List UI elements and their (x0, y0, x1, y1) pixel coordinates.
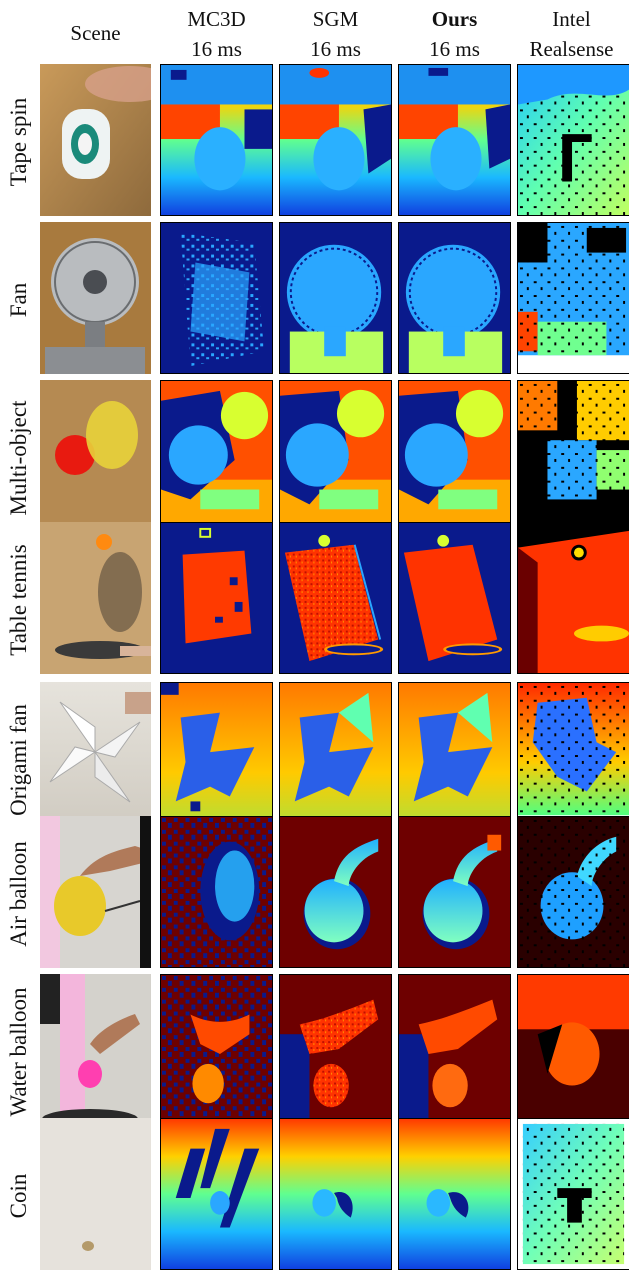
mc3d-depth (160, 682, 273, 834)
ours-depth (398, 522, 511, 674)
row-label-text: Multi-object (6, 400, 31, 516)
sgm-depth (279, 682, 392, 834)
intel-depth (517, 522, 629, 674)
row-label-text: Table tennis (6, 544, 31, 656)
intel-depth (517, 682, 629, 834)
row-coin: Coin (0, 1118, 629, 1278)
col-head-sgm-time: 16 ms (310, 37, 361, 61)
col-head-ours-time: 16 ms (429, 37, 480, 61)
mc3d-depth (160, 974, 273, 1126)
intel-depth (517, 1118, 629, 1270)
mc3d-depth (160, 522, 273, 674)
sgm-depth (279, 222, 392, 374)
scene-image (40, 1118, 151, 1270)
sgm-depth (279, 380, 392, 532)
mc3d-depth (160, 1118, 273, 1270)
col-head-ours-label: Ours (431, 7, 478, 31)
row-label: Tape spin (0, 64, 38, 220)
row-label: Origami fan (0, 682, 38, 838)
ours-depth (398, 974, 511, 1126)
intel-depth (517, 64, 629, 216)
row-air-balloon: Air balloon (0, 816, 629, 976)
row-tape-spin: Tape spin (0, 64, 629, 224)
row-label: Water balloon (0, 974, 38, 1130)
col-head-mc3d: MC3D 16 ms (160, 4, 273, 64)
intel-depth (517, 380, 629, 532)
sgm-depth (279, 974, 392, 1126)
intel-depth (517, 222, 629, 374)
row-water-balloon: Water balloon (0, 974, 629, 1134)
row-label-text: Coin (6, 1173, 31, 1219)
scene-image (40, 222, 151, 374)
intel-depth (517, 974, 629, 1126)
mc3d-depth (160, 64, 273, 216)
scene-image (40, 682, 151, 834)
col-head-sgm-label: SGM (312, 7, 359, 31)
row-origami-fan: Origami fan (0, 682, 629, 842)
sgm-depth (279, 816, 392, 968)
mc3d-depth (160, 816, 273, 968)
scene-image (40, 64, 151, 216)
col-head-scene: Scene (40, 18, 151, 48)
col-head-sgm: SGM 16 ms (279, 4, 392, 64)
row-fan: Fan (0, 222, 629, 382)
figure-header: Scene MC3D 16 ms SGM 16 ms Ours 16 ms In… (0, 0, 629, 66)
row-label: Air balloon (0, 816, 38, 972)
sgm-depth (279, 522, 392, 674)
sgm-depth (279, 64, 392, 216)
row-label: Table tennis (0, 522, 38, 678)
ours-depth (398, 816, 511, 968)
col-head-ours: Ours 16 ms (398, 4, 511, 64)
scene-image (40, 816, 151, 968)
row-label: Multi-object (0, 380, 38, 536)
col-head-mc3d-time: 16 ms (191, 37, 242, 61)
ours-depth (398, 64, 511, 216)
row-label-text: Tape spin (6, 97, 31, 187)
scene-image (40, 974, 151, 1126)
ours-depth (398, 380, 511, 532)
ours-depth (398, 222, 511, 374)
col-head-intel-line1: Intel (552, 7, 591, 31)
row-label: Coin (0, 1118, 38, 1274)
col-head-scene-label: Scene (70, 21, 121, 45)
mc3d-depth (160, 380, 273, 532)
mc3d-depth (160, 222, 273, 374)
row-label: Fan (0, 222, 38, 378)
sgm-depth (279, 1118, 392, 1270)
row-label-text: Fan (6, 282, 31, 318)
row-table-tennis: Table tennis (0, 522, 629, 682)
row-multi-object: Multi-object (0, 380, 629, 540)
row-label-text: Origami fan (6, 704, 31, 816)
col-head-intel: Intel Realsense (515, 4, 628, 64)
ours-depth (398, 682, 511, 834)
intel-depth (517, 816, 629, 968)
scene-image (40, 380, 151, 532)
ours-depth (398, 1118, 511, 1270)
col-head-mc3d-label: MC3D (187, 7, 246, 31)
row-label-text: Air balloon (6, 841, 31, 947)
scene-image (40, 522, 151, 674)
col-head-intel-line2: Realsense (529, 37, 614, 61)
row-label-text: Water balloon (6, 987, 31, 1117)
